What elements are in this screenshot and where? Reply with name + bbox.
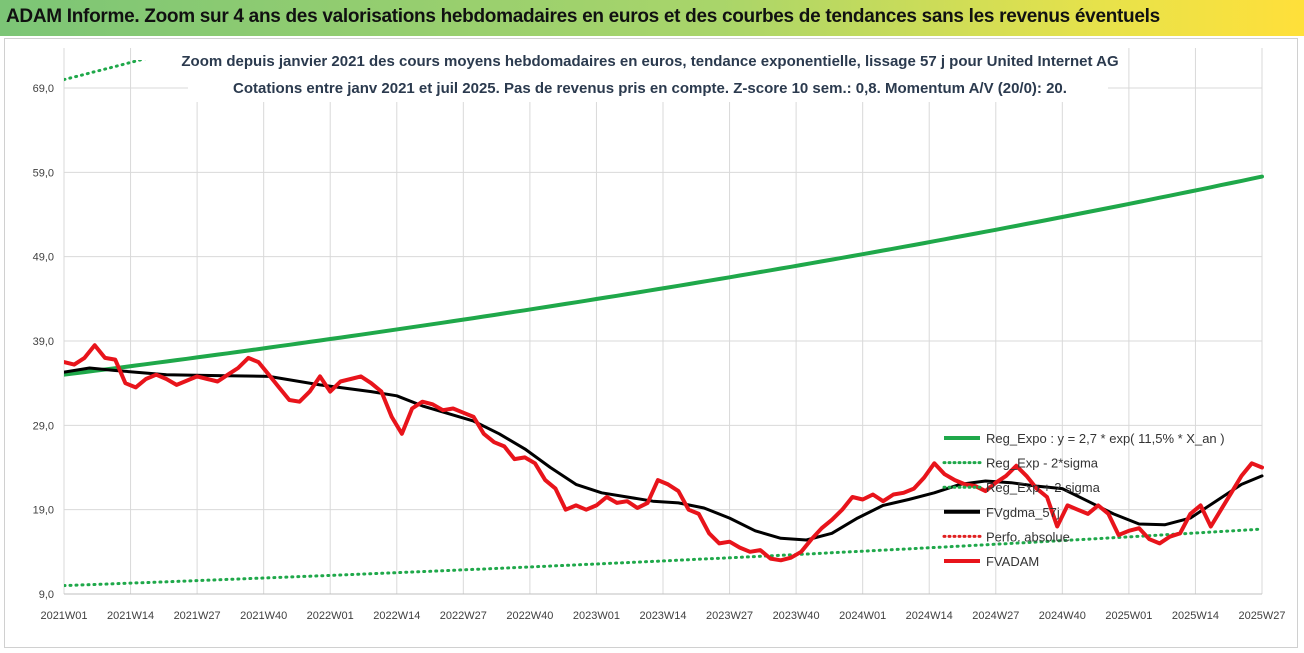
x-tick-label: 2021W40 bbox=[240, 610, 287, 622]
x-tick-label: 2022W01 bbox=[307, 610, 354, 622]
series-line-3 bbox=[64, 366, 1264, 542]
x-tick-label: 2022W27 bbox=[440, 610, 487, 622]
report-title: ADAM Informe. Zoom sur 4 ans des valoris… bbox=[6, 6, 1160, 27]
x-tick-label: 2021W14 bbox=[107, 610, 154, 622]
chart-area-border bbox=[4, 38, 1298, 648]
legend-label: FVADAM bbox=[986, 554, 1039, 569]
y-tick-label: 59,0 bbox=[33, 167, 54, 179]
y-tick-label: 9,0 bbox=[39, 589, 54, 601]
x-tick-label: 2022W14 bbox=[373, 610, 420, 622]
x-tick-label: 2025W27 bbox=[1238, 610, 1285, 622]
legend-label: FVgdma_57j bbox=[986, 505, 1060, 520]
legend-label: Reg_Exp + 2 sigma bbox=[986, 480, 1101, 495]
chart-title-background bbox=[188, 46, 1108, 102]
y-tick-label: 19,0 bbox=[33, 505, 54, 517]
y-tick-label: 29,0 bbox=[33, 420, 54, 432]
x-tick-label: 2024W14 bbox=[906, 610, 953, 622]
y-tick-label: 49,0 bbox=[33, 252, 54, 264]
x-tick-label: 2024W01 bbox=[839, 610, 886, 622]
x-tick-label: 2021W27 bbox=[174, 610, 221, 622]
x-tick-label: 2024W40 bbox=[1039, 610, 1086, 622]
axis-layer: 2021W01 2021W14 2021W27 2021W40 2022W01 2022W… bbox=[33, 83, 1286, 622]
series-line-0 bbox=[64, 174, 1264, 377]
y-tick-label: 69,0 bbox=[33, 83, 54, 95]
legend-label: Perfo. absolue bbox=[986, 529, 1070, 544]
legend-label: Reg_Exp - 2*sigma bbox=[986, 456, 1099, 471]
series-line-1 bbox=[64, 527, 1264, 588]
x-tick-label: 2023W27 bbox=[706, 610, 753, 622]
series-layer bbox=[64, 60, 1264, 588]
chart-title: Zoom depuis janvier 2021 des cours moyen… bbox=[181, 53, 1118, 70]
chart-legend: Reg_Expo : y = 2,7 * exp( 11,5% * X_an )… bbox=[942, 431, 1225, 569]
y-tick-label: 39,0 bbox=[33, 336, 54, 348]
series-line-5 bbox=[64, 343, 1264, 563]
x-tick-label: 2023W40 bbox=[773, 610, 820, 622]
x-tick-label: 2022W40 bbox=[506, 610, 553, 622]
chart-subtitle: Cotations entre janv 2021 et juil 2025. … bbox=[233, 80, 1067, 97]
x-tick-label: 2021W01 bbox=[40, 610, 87, 622]
legend-label: Reg_Expo : y = 2,7 * exp( 11,5% * X_an ) bbox=[986, 431, 1225, 446]
report-banner: ADAM Informe. Zoom sur 4 ans des valoris… bbox=[0, 0, 1304, 36]
x-tick-label: 2023W14 bbox=[639, 610, 686, 622]
x-tick-label: 2024W27 bbox=[972, 610, 1019, 622]
x-tick-label: 2025W14 bbox=[1172, 610, 1219, 622]
x-tick-label: 2025W01 bbox=[1105, 610, 1152, 622]
x-tick-label: 2023W01 bbox=[573, 610, 620, 622]
